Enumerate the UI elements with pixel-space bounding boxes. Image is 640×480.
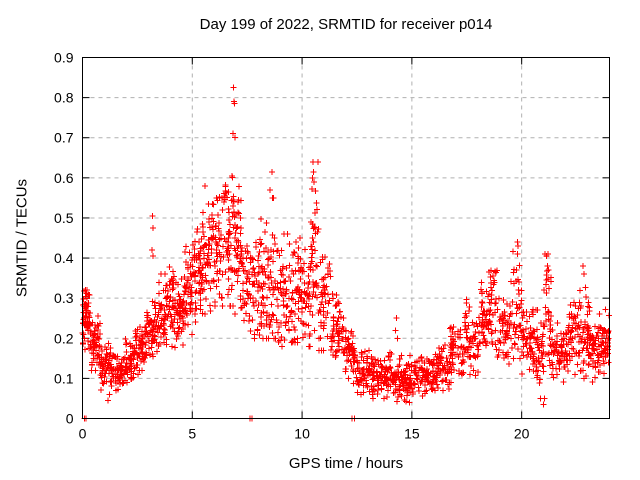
y-tick-label: 0.6 — [54, 170, 74, 186]
y-tick-label: 0.2 — [54, 330, 74, 346]
y-tick-label: 0.9 — [54, 50, 74, 66]
y-tick-label: 0.8 — [54, 90, 74, 106]
x-tick-label: 10 — [294, 426, 310, 442]
y-tick-label: 0.7 — [54, 130, 74, 146]
y-tick-label: 0.5 — [54, 210, 74, 226]
x-tick-label: 15 — [404, 426, 420, 442]
x-tick-label: 0 — [79, 426, 87, 442]
x-tick-label: 20 — [514, 426, 530, 442]
plot-border — [82, 57, 610, 419]
x-tick-label: 5 — [188, 426, 196, 442]
y-tick-label: 0.3 — [54, 290, 74, 306]
y-tick-label: 0 — [66, 411, 74, 427]
tick-labels: 0 5 10 15 20 0 0.1 0.2 0.3 0.4 0.5 0.6 0.7 0.8 0.9 — [54, 50, 530, 442]
y-tick-label: 0.4 — [54, 250, 74, 266]
x-axis-title: GPS time / hours — [288, 455, 404, 472]
data-points — [79, 84, 612, 422]
y-tick-label: 0.1 — [54, 370, 74, 386]
chart-title: Day 199 of 2022, SRMTID for receiver p01… — [199, 16, 493, 33]
